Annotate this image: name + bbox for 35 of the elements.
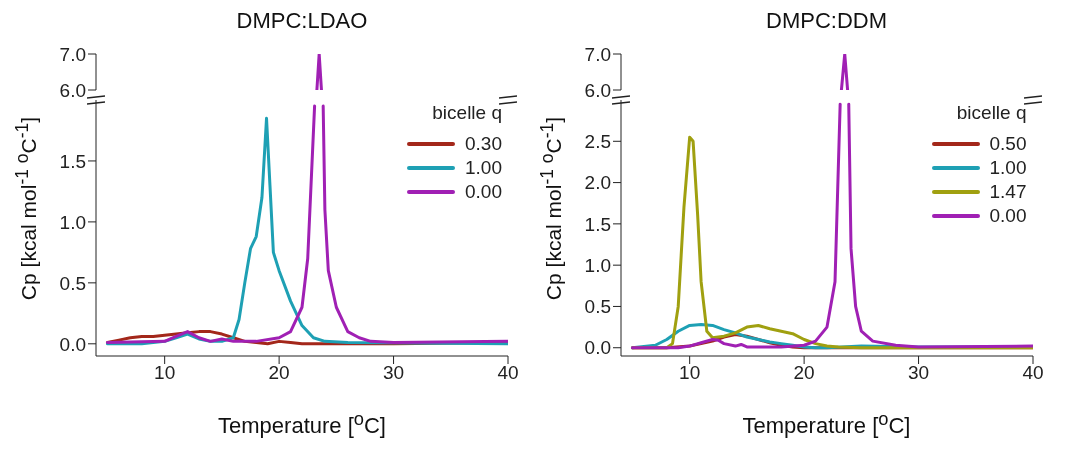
y-tick-label: 1.0 xyxy=(59,211,86,233)
y-tick-label: 2.0 xyxy=(584,172,611,194)
y-tick-label: 7.0 xyxy=(584,43,611,65)
y-tick-label: 1.0 xyxy=(584,254,611,276)
x-axis-title: Temperature [$^{o}$C] xyxy=(217,408,387,440)
legend-title: bicelle q xyxy=(431,102,502,124)
y-tick-label: 7.0 xyxy=(59,43,86,65)
legend-label: 1.47 xyxy=(989,181,1027,203)
legend-label: 0.00 xyxy=(989,205,1027,227)
y-tick-label: 0.5 xyxy=(59,272,86,294)
x-tick-label: 10 xyxy=(154,362,176,384)
x-tick-label: 40 xyxy=(497,362,519,384)
x-tick-label: 40 xyxy=(1021,362,1044,384)
chart-title: DMPC:DDM xyxy=(765,8,888,34)
legend-title: bicelle q xyxy=(955,102,1027,124)
x-tick-label: 30 xyxy=(907,362,929,384)
y-tick-label: 1.5 xyxy=(59,150,86,172)
x-tick-label: 20 xyxy=(793,362,815,384)
legend-label: 0.30 xyxy=(465,133,502,155)
legend-label: 0.00 xyxy=(465,181,502,203)
legend-label: 0.50 xyxy=(989,133,1027,155)
y-tick-label: 0.5 xyxy=(584,296,611,318)
x-axis-title: Temperature [$^{o}$C] xyxy=(741,408,912,440)
y-tick-label: 0.0 xyxy=(59,333,86,355)
legend-label: 1.00 xyxy=(989,157,1027,179)
y-tick-label: 2.5 xyxy=(584,131,611,153)
y-tick-label: 6.0 xyxy=(584,79,611,101)
chart-title: DMPC:LDAO xyxy=(235,8,369,34)
y-tick-label: 0.0 xyxy=(584,337,611,359)
x-tick-label: 20 xyxy=(268,362,290,384)
y-tick-label: 6.0 xyxy=(59,79,86,101)
y-tick-label: 1.5 xyxy=(584,213,611,235)
legend-label: 1.00 xyxy=(465,157,502,179)
x-tick-label: 10 xyxy=(678,362,700,384)
x-tick-label: 30 xyxy=(382,362,405,384)
